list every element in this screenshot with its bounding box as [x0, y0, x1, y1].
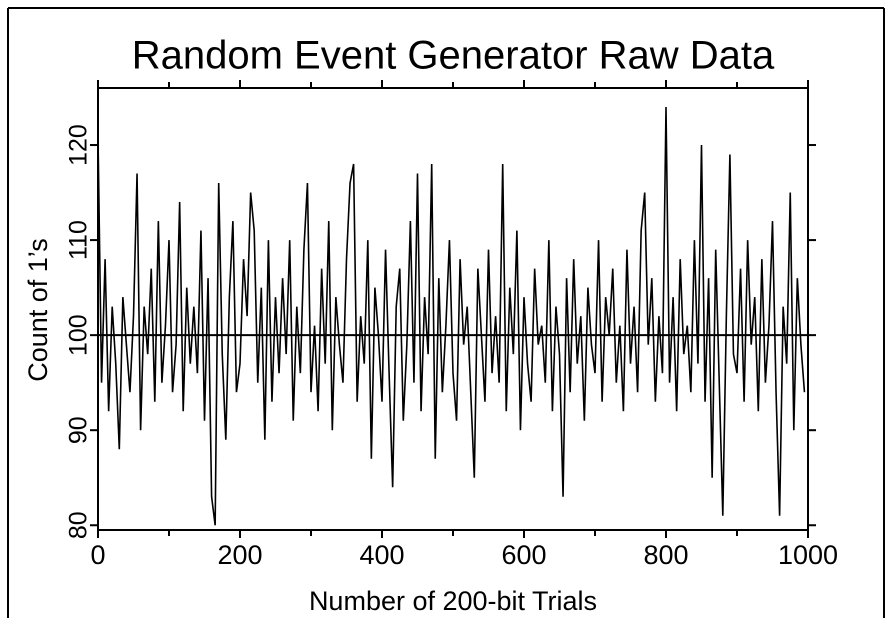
x-tick-label: 400	[359, 540, 404, 570]
chart-title: Random Event Generator Raw Data	[132, 34, 775, 78]
x-axis-title: Number of 200-bit Trials	[309, 586, 597, 616]
y-tick-label: 120	[65, 124, 93, 166]
x-tick-label: 0	[90, 540, 105, 570]
y-tick-label: 90	[65, 416, 93, 444]
data-line	[97, 106, 806, 526]
y-tick-label: 110	[65, 220, 93, 260]
x-tick-label: 600	[501, 540, 546, 570]
x-tick-label: 800	[643, 540, 688, 570]
y-axis-title: Count of 1’s	[23, 238, 53, 382]
y-tick-label: 100	[65, 314, 93, 356]
x-tick-label: 200	[217, 540, 262, 570]
x-tick-label: 1000	[778, 540, 838, 570]
y-tick-label: 80	[65, 511, 93, 539]
